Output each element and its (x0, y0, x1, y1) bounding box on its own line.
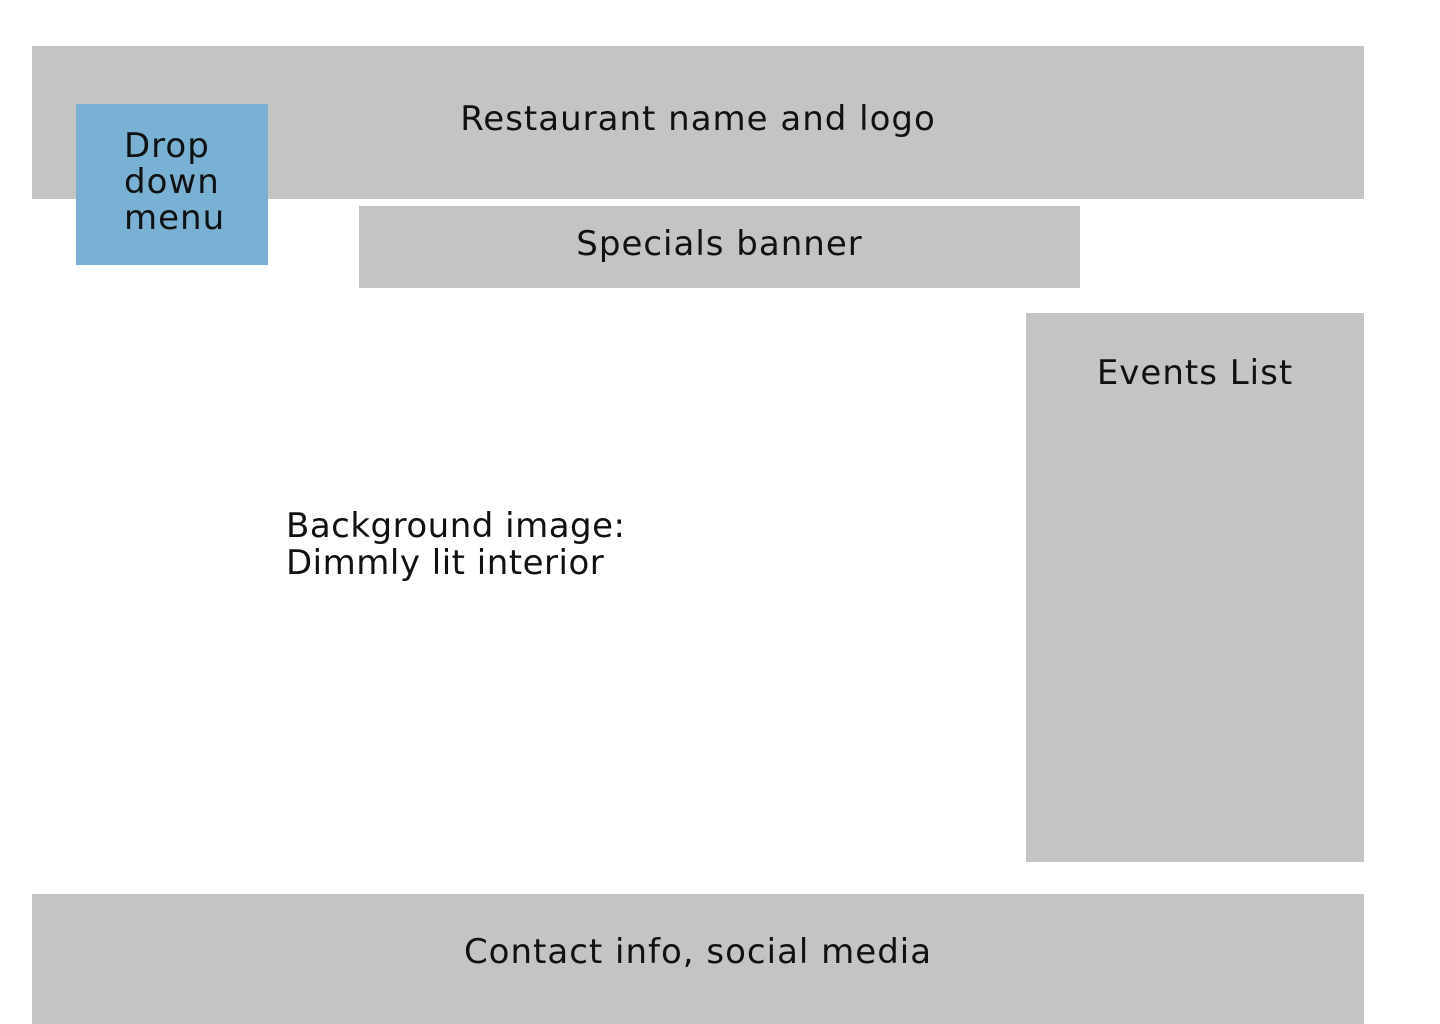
specials-banner-block: Specials banner (359, 206, 1080, 288)
background-image-note: Background image: Dimmly lit interior (286, 508, 626, 582)
events-list-label: Events List (1096, 353, 1294, 393)
footer-block: Contact info, social media (32, 894, 1364, 1024)
background-note-line-1: Background image: (286, 506, 626, 546)
events-list-block: Events List (1026, 313, 1364, 862)
specials-banner-label: Specials banner (576, 224, 863, 264)
dropdown-menu-block[interactable]: Drop down menu (76, 104, 268, 265)
background-note-line-2: Dimmly lit interior (286, 543, 605, 583)
footer-label: Contact info, social media (463, 932, 933, 972)
header-label: Restaurant name and logo (460, 99, 936, 139)
dropdown-menu-label: Drop down menu (124, 126, 226, 238)
